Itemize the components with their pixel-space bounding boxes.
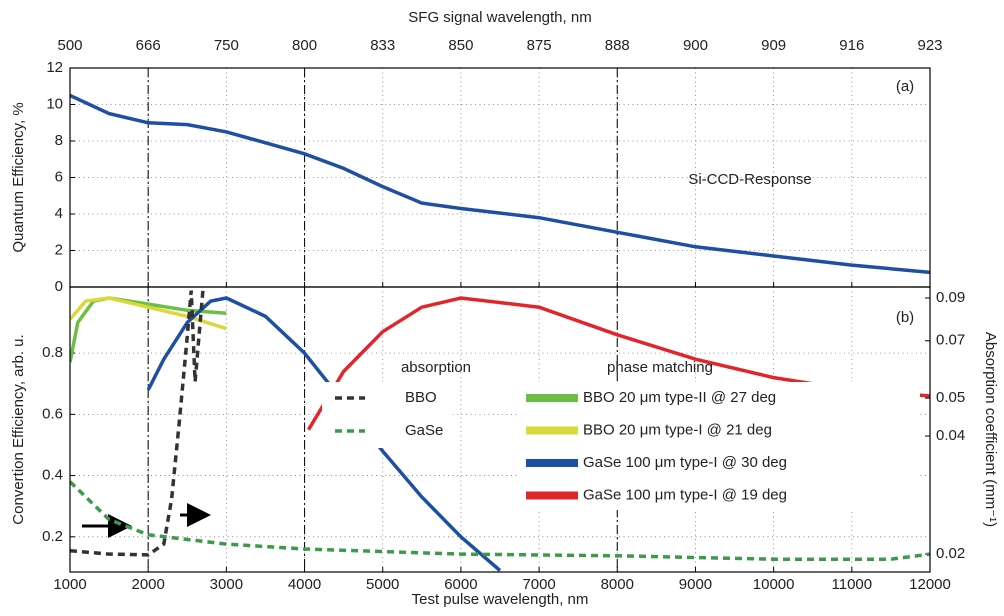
y-tick-label: 8 [55, 132, 63, 149]
y-tick-label: 0 [55, 278, 63, 295]
x-tick-label: 5000 [366, 576, 399, 593]
x-tick-label: 2000 [131, 576, 164, 593]
data-line [146, 296, 502, 572]
y2-tick-label: 0.04 [936, 427, 965, 444]
y-tick-label: 6 [55, 168, 63, 185]
legend-label: GaSe 100 μm type-I @ 19 deg [583, 486, 787, 503]
y-tick-label: 4 [55, 205, 63, 222]
x-tick-label: 750 [214, 37, 239, 54]
y-tick-label: 0.8 [42, 344, 63, 361]
x-tick-label: 12000 [909, 576, 951, 593]
data-line [307, 296, 930, 431]
panel-label: (a) [896, 78, 914, 95]
x-tick-label: 888 [605, 37, 630, 54]
x-tick-label: 10000 [753, 576, 795, 593]
legend-title: phase matching [607, 359, 713, 376]
legend-label: GaSe 100 μm type-I @ 30 deg [583, 454, 787, 471]
x-tick-label: 916 [839, 37, 864, 54]
data-line [70, 93, 930, 275]
legend-title: absorption [401, 359, 471, 376]
legend-box [520, 382, 920, 510]
y-axis-label: Convertion Efficiency, arb. u. [10, 334, 27, 524]
legend-label: BBO 20 μm type-I @ 21 deg [583, 421, 772, 438]
x-tick-label: 6000 [444, 576, 477, 593]
data-line [70, 290, 205, 557]
x-tick-label: 900 [683, 37, 708, 54]
plot-frame [69, 286, 931, 573]
panel-label: (b) [896, 309, 914, 326]
y-axis-label: Quantum Efficiency, % [10, 102, 27, 252]
y-tick-label: 0.6 [42, 405, 63, 422]
x-tick-label: 8000 [601, 576, 634, 593]
x-tick-label: 7000 [522, 576, 555, 593]
x-tick-label: 850 [448, 37, 473, 54]
y2-tick-label: 0.09 [936, 289, 965, 306]
x-tick-label: 833 [370, 37, 395, 54]
x-tick-label: 4000 [288, 576, 321, 593]
x-axis-label: Test pulse wavelength, nm [412, 591, 589, 608]
axis-title: SFG signal wavelength, nm [408, 9, 591, 26]
y-tick-label: 12 [46, 59, 63, 76]
x-tick-label: 666 [136, 37, 161, 54]
x-tick-label: 1000 [53, 576, 86, 593]
annotation: Si-CCD-Response [688, 171, 811, 188]
data-line [70, 480, 930, 561]
legend-label: BBO [405, 389, 437, 406]
legend-label: GaSe [405, 422, 443, 439]
y2-axis-label: Absorption coefficient (mm⁻¹) [982, 332, 999, 527]
x-tick-label: 800 [292, 37, 317, 54]
x-tick-label: 3000 [210, 576, 243, 593]
arrows [82, 503, 211, 538]
legend-label: BBO 20 μm type-II @ 27 deg [583, 389, 776, 406]
y2-tick-label: 0.07 [936, 332, 965, 349]
x-tick-label: 875 [527, 37, 552, 54]
x-tick-label: 500 [57, 37, 82, 54]
y-tick-label: 0.4 [42, 467, 63, 484]
x-tick-label: 11000 [832, 576, 873, 593]
y-tick-label: 10 [46, 95, 63, 112]
x-tick-label: 9000 [679, 576, 712, 593]
y-tick-label: 2 [55, 241, 63, 258]
y-tick-label: 0.2 [42, 528, 63, 545]
x-tick-label: 923 [917, 37, 942, 54]
y2-tick-label: 0.05 [936, 389, 965, 406]
y2-tick-label: 0.02 [936, 545, 965, 562]
x-tick-label: 909 [761, 37, 786, 54]
legend-box [322, 382, 450, 448]
